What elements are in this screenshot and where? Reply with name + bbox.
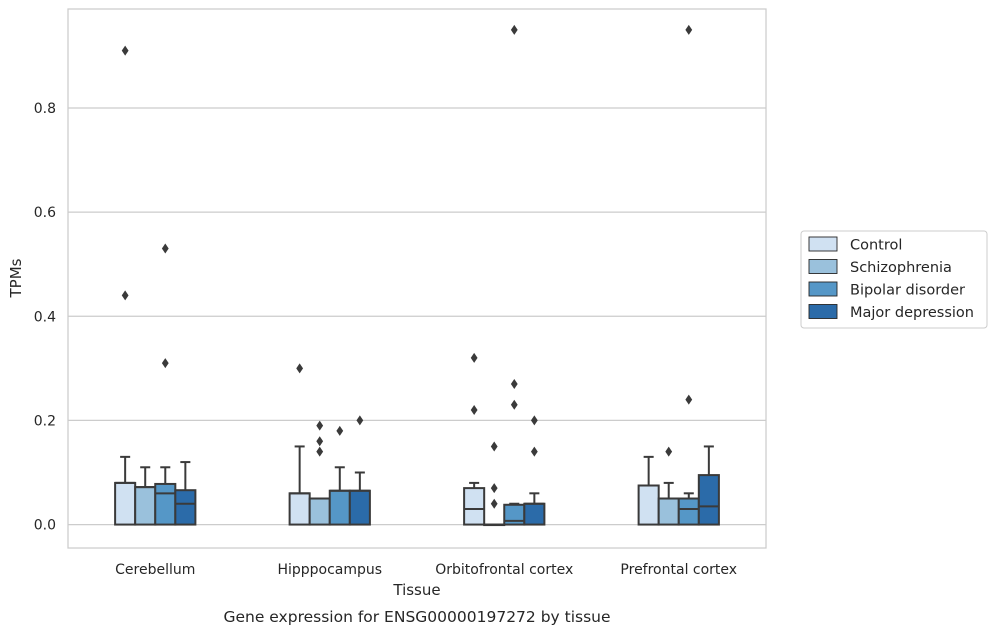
outlier-point-1 — [685, 24, 693, 35]
box-2-2 — [503, 24, 526, 526]
outlier-point-0 — [490, 498, 498, 509]
box-0-3 — [174, 461, 197, 526]
x-tick-label-1: Hipppocampus — [277, 562, 382, 578]
outlier-point-0 — [356, 415, 364, 426]
box-body — [288, 492, 311, 526]
box-series — [114, 24, 720, 527]
outlier-point-1 — [316, 436, 324, 447]
x-tick-label-0: Cerebellum — [115, 562, 195, 578]
box-body — [174, 489, 197, 526]
legend-label-1: Schizophrenia — [850, 260, 952, 276]
box-body — [637, 484, 660, 526]
y-tick-label-4: 0.8 — [34, 101, 56, 117]
outlier-point-0 — [121, 290, 129, 301]
box-2-0 — [463, 352, 486, 526]
outlier-point-0 — [316, 446, 324, 457]
outlier-point-2 — [316, 420, 324, 431]
box-2-1 — [483, 441, 506, 527]
box-body — [523, 502, 546, 526]
box-3-3 — [697, 445, 720, 526]
box-1-3 — [348, 415, 371, 526]
outlier-point-1 — [121, 45, 129, 56]
outlier-point-1 — [530, 415, 538, 426]
box-body — [134, 486, 157, 526]
outlier-point-0 — [510, 399, 518, 410]
outlier-point-2 — [490, 441, 498, 452]
box-0-1 — [134, 466, 157, 526]
outlier-point-0 — [530, 446, 538, 457]
outlier-point-0 — [470, 404, 478, 415]
box-1-2 — [328, 425, 351, 526]
box-body — [697, 474, 720, 526]
outlier-point-1 — [510, 378, 518, 389]
box-3-0 — [637, 455, 660, 526]
box-body — [348, 489, 371, 526]
legend-label-2: Bipolar disorder — [850, 283, 965, 299]
legend-label-0: Control — [850, 238, 902, 254]
y-tick-label-0: 0.0 — [34, 518, 56, 534]
outlier-point-1 — [490, 483, 498, 494]
box-0-0 — [114, 45, 137, 526]
y-tick-label-3: 0.6 — [34, 205, 56, 221]
outlier-point-0 — [336, 425, 344, 436]
box-0-2 — [154, 243, 177, 526]
outlier-point-0 — [161, 358, 169, 369]
legend-swatch-2 — [808, 281, 838, 297]
box-3-2 — [677, 24, 700, 526]
x-axis-label: Tissue — [392, 581, 440, 599]
y-axis-label: TPMs — [7, 258, 25, 298]
box-1-1 — [308, 420, 331, 526]
y-tick-label-1: 0.2 — [34, 413, 56, 429]
outlier-point-0 — [685, 394, 693, 405]
box-3-1 — [657, 446, 680, 526]
outlier-point-1 — [470, 352, 478, 363]
gridlines — [68, 107, 766, 526]
outlier-point-1 — [161, 243, 169, 254]
box-body — [677, 497, 700, 526]
box-body — [463, 487, 486, 526]
x-tick-label-2: Orbitofrontal cortex — [435, 562, 573, 578]
chart-caption: Gene expression for ENSG00000197272 by t… — [223, 608, 610, 626]
box-body — [154, 482, 177, 526]
y-tick-label-2: 0.4 — [34, 309, 56, 325]
box-body — [114, 481, 137, 526]
legend-swatch-0 — [808, 236, 838, 252]
box-1-0 — [288, 363, 311, 526]
plot-frame — [67, 8, 767, 549]
legend: Control Schizophrenia Bipolar disorder Majo… — [800, 230, 988, 329]
box-body — [657, 497, 680, 526]
legend-label-3: Major depression — [850, 305, 974, 321]
x-axis-ticks: Cerebellum Hipppocampus Orbitofrontal cort… — [115, 562, 737, 578]
box-2-3 — [523, 415, 546, 526]
legend-frame — [800, 230, 988, 329]
box-body — [308, 497, 331, 526]
x-tick-label-3: Prefrontal cortex — [620, 562, 737, 578]
legend-swatch-3 — [808, 304, 838, 319]
outlier-point-2 — [510, 24, 518, 35]
outlier-point-0 — [665, 446, 673, 457]
y-axis-ticks: 0.0 0.2 0.4 0.6 0.8 — [34, 101, 56, 534]
legend-swatch-1 — [808, 259, 838, 274]
outlier-point-0 — [296, 363, 304, 374]
box-body — [328, 489, 351, 526]
